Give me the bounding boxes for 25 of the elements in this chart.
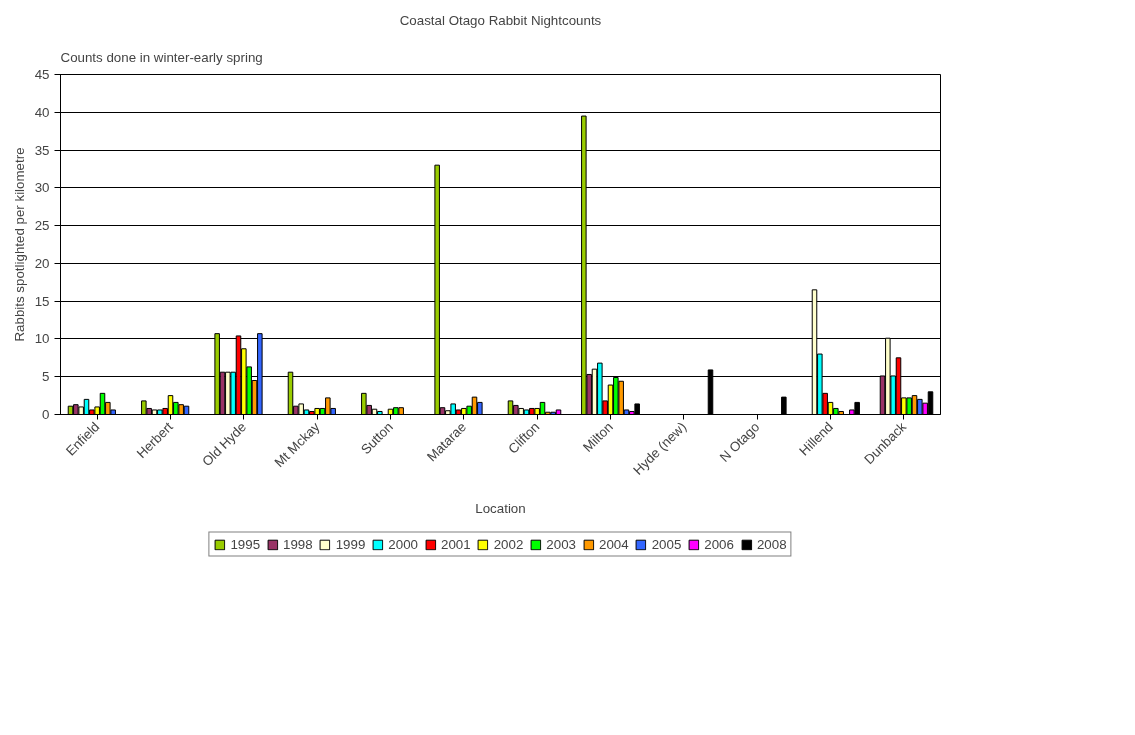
y-tick-label: 40 — [34, 104, 50, 120]
x-axis-title: Location — [475, 501, 526, 517]
y-tick-label: 15 — [34, 293, 50, 309]
y-tick-label: 20 — [34, 255, 50, 271]
legend-label: 1998 — [283, 536, 313, 552]
legend-label: 1999 — [335, 536, 366, 552]
y-axis-title: Rabbits spotlighted per kilometre — [11, 147, 27, 342]
y-tick-label: 35 — [34, 142, 50, 158]
legend-label: 2001 — [441, 536, 471, 552]
legend-label: 2000 — [388, 536, 419, 552]
y-tick-label: 0 — [42, 407, 50, 422]
y-tick-label: 10 — [34, 331, 50, 347]
legend-label: 2005 — [651, 536, 682, 552]
y-tick-label: 5 — [42, 369, 50, 385]
legend-label: 1995 — [230, 536, 261, 552]
legend-label: 2002 — [493, 536, 524, 552]
legend-label: 2003 — [546, 536, 576, 552]
chart-subtitle: Counts done in winter-early spring — [60, 49, 263, 65]
y-tick-label: 25 — [34, 218, 50, 234]
y-tick-label: 30 — [34, 180, 50, 196]
legend-label: 2008 — [756, 536, 787, 552]
y-tick-label: 45 — [34, 67, 50, 82]
legend-label: 2006 — [704, 536, 734, 552]
legend-label: 2004 — [598, 536, 629, 552]
chart-title: Coastal Otago Rabbit Nightcounts — [399, 12, 602, 28]
